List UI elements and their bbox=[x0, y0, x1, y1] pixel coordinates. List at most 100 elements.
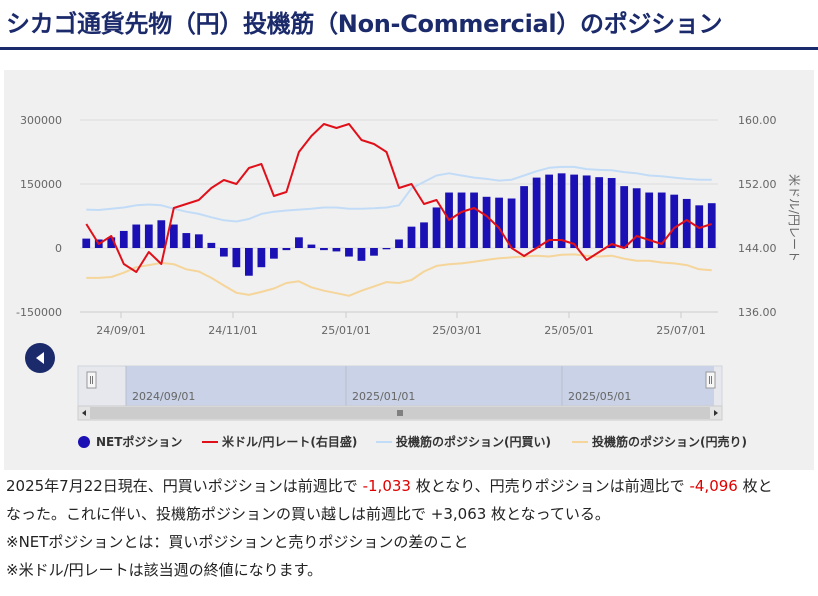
right-axis-ticks: 160.00 152.00 144.00 136.00 bbox=[738, 114, 777, 319]
net-position-bar bbox=[682, 198, 691, 248]
navigator-label: 2025/05/01 bbox=[568, 390, 631, 403]
net-position-bar bbox=[557, 173, 566, 248]
net-position-bar bbox=[182, 233, 191, 248]
net-position-bar bbox=[232, 248, 241, 268]
net-position-bar bbox=[507, 198, 516, 248]
net-position-bar bbox=[382, 248, 391, 250]
legend-label: NETポジション bbox=[96, 434, 182, 449]
net-position-bar bbox=[332, 248, 341, 252]
x-tick-label: 24/09/01 bbox=[96, 324, 145, 337]
right-tick-label: 144.00 bbox=[738, 242, 777, 255]
net-position-bar bbox=[119, 230, 128, 248]
series-lines bbox=[85, 123, 713, 297]
legend-label: 投機筋のポジション(円売り) bbox=[592, 434, 747, 449]
net-position-bar bbox=[282, 248, 291, 251]
chart-legend: NETポジション 米ドル/円レート(右目盛) 投機筋のポジション(円買い) 投機筋のポ… bbox=[78, 434, 747, 449]
net-position-bar bbox=[107, 237, 116, 248]
net-position-bar bbox=[295, 237, 303, 248]
navigator-back-button[interactable] bbox=[25, 343, 55, 373]
commentary-line-1: 2025年7月22日現在、円買いポジションは前週比で -1,033 枚となり、円… bbox=[6, 476, 773, 496]
net-position-bar bbox=[82, 238, 91, 248]
yen-sell-change: -4,096 bbox=[689, 477, 738, 495]
yen-buy-line bbox=[86, 165, 712, 223]
right-tick-label: 160.00 bbox=[738, 114, 777, 127]
net-position-bar bbox=[482, 196, 491, 248]
legend-label: 投機筋のポジション(円買い) bbox=[396, 434, 551, 449]
x-tick-label: 25/05/01 bbox=[544, 324, 593, 337]
right-axis-label: 米ドル/円レート bbox=[787, 174, 801, 262]
commentary-line-2: なった。これに伴い、投機筋ポジションの買い越しは前週比で +3,063 枚となっ… bbox=[6, 505, 610, 523]
net-position-bar bbox=[420, 222, 428, 248]
scroll-left-icon bbox=[82, 410, 86, 416]
net-position-bar bbox=[169, 224, 178, 248]
net-position-bar bbox=[144, 224, 153, 248]
usdjpy-rate-line bbox=[85, 123, 713, 273]
net-position-bar bbox=[432, 207, 441, 248]
net-position-bar bbox=[595, 177, 604, 248]
net-position-bar bbox=[357, 248, 366, 261]
x-tick-label: 25/03/01 bbox=[432, 324, 481, 337]
arrow-left-icon bbox=[36, 352, 44, 364]
net-position-bars bbox=[82, 173, 716, 276]
navigator-label: 2025/01/01 bbox=[352, 390, 415, 403]
left-tick-label: 0 bbox=[55, 242, 62, 255]
left-tick-label: 300000 bbox=[20, 114, 62, 127]
title-underline bbox=[0, 47, 818, 50]
legend-label: 米ドル/円レート(右目盛) bbox=[222, 434, 357, 449]
net-position-bar bbox=[607, 178, 616, 248]
net-position-bar bbox=[645, 192, 654, 248]
legend-marker bbox=[78, 436, 90, 448]
net-position-bar bbox=[657, 192, 666, 248]
net-position-bar bbox=[257, 248, 266, 268]
net-position-bar bbox=[570, 174, 579, 248]
x-axis-ticks: 24/09/01 24/11/01 25/01/01 25/03/01 25/05/01… bbox=[96, 312, 706, 337]
x-tick-label: 25/01/01 bbox=[321, 324, 370, 337]
yen-buy-change: -1,033 bbox=[362, 477, 411, 495]
navigator-handle bbox=[705, 371, 716, 389]
net-position-bar bbox=[132, 224, 141, 248]
net-position-bar bbox=[707, 203, 716, 248]
note-rate: ※米ドル/円レートは該当週の終値になります。 bbox=[6, 561, 323, 579]
x-tick-label: 25/07/01 bbox=[656, 324, 705, 337]
net-position-bar bbox=[670, 194, 679, 248]
net-position-bar bbox=[157, 220, 166, 248]
navigator-label: 2024/09/01 bbox=[132, 390, 195, 403]
commentary-text: 2025年7月22日現在、円買いポジションは前週比で bbox=[6, 477, 358, 495]
net-position-bar bbox=[207, 242, 216, 248]
net-position-bar bbox=[245, 248, 253, 276]
net-position-bar bbox=[532, 177, 541, 248]
right-tick-label: 152.00 bbox=[738, 178, 777, 191]
page-title: シカゴ通貨先物（円）投機筋（Non-Commercial）のポジション bbox=[6, 10, 723, 38]
scroll-right-icon bbox=[714, 410, 718, 416]
commentary-text: 枚となり、円売りポジションは前週比で bbox=[415, 477, 685, 495]
chart-panel: 300000 150000 0 -150000 160.00 152.00 144.00 1… bbox=[4, 70, 814, 470]
net-position-bar bbox=[470, 192, 478, 248]
net-position-bar bbox=[407, 226, 416, 248]
navigator-handle bbox=[86, 371, 97, 389]
net-position-bar bbox=[520, 186, 528, 248]
net-position-bar bbox=[320, 248, 328, 251]
left-axis-ticks: 300000 150000 0 -150000 bbox=[16, 114, 62, 319]
net-position-bar bbox=[545, 174, 553, 248]
note-net-position: ※NETポジションとは：買いポジションと売りポジションの差のこと bbox=[6, 533, 469, 551]
net-position-bar bbox=[307, 244, 316, 248]
commentary-text: 枚と bbox=[742, 477, 773, 495]
range-navigator[interactable]: 2024/09/01 2025/01/01 2025/05/01 bbox=[77, 365, 723, 421]
net-position-bar bbox=[582, 175, 591, 248]
net-position-bar bbox=[345, 248, 353, 257]
left-tick-label: 150000 bbox=[20, 178, 62, 191]
net-position-bar bbox=[695, 205, 704, 248]
yen-sell-line bbox=[86, 253, 712, 297]
net-position-bar bbox=[457, 192, 466, 248]
x-tick-label: 24/11/01 bbox=[208, 324, 257, 337]
net-position-bar bbox=[620, 186, 629, 248]
net-position-bar bbox=[270, 248, 278, 259]
navigator-selected-range bbox=[126, 366, 714, 406]
net-position-bar bbox=[495, 197, 503, 248]
net-position-bar bbox=[219, 248, 228, 257]
net-position-bar bbox=[370, 248, 378, 256]
net-position-bar bbox=[194, 234, 203, 248]
right-tick-label: 136.00 bbox=[738, 306, 777, 319]
left-tick-label: -150000 bbox=[16, 306, 62, 319]
